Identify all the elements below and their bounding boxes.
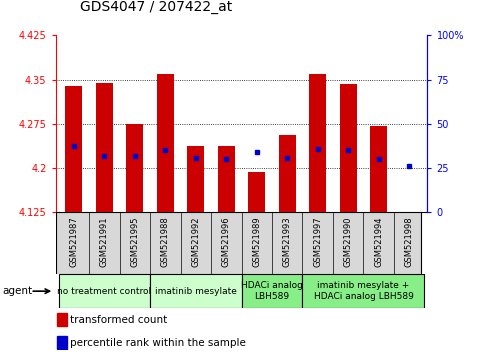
- Text: GSM521988: GSM521988: [161, 217, 170, 268]
- Text: agent: agent: [2, 286, 32, 296]
- Text: GSM521996: GSM521996: [222, 217, 231, 267]
- Text: GSM521992: GSM521992: [191, 217, 200, 267]
- Bar: [157, 74, 174, 212]
- Text: GSM521989: GSM521989: [252, 217, 261, 267]
- Text: GSM521995: GSM521995: [130, 217, 139, 267]
- Bar: [187, 146, 204, 212]
- Bar: [96, 82, 113, 212]
- Text: GSM521997: GSM521997: [313, 217, 322, 267]
- Text: GDS4047 / 207422_at: GDS4047 / 207422_at: [80, 0, 232, 14]
- Text: GSM521990: GSM521990: [344, 217, 353, 267]
- Text: imatinib mesylate +
HDACi analog LBH589: imatinib mesylate + HDACi analog LBH589: [313, 281, 413, 301]
- Bar: [279, 135, 296, 212]
- Bar: [302, 274, 425, 308]
- Text: GSM521994: GSM521994: [374, 217, 383, 267]
- Bar: [57, 313, 67, 326]
- Bar: [57, 336, 67, 349]
- Bar: [370, 126, 387, 212]
- Bar: [309, 74, 326, 212]
- Text: GSM521993: GSM521993: [283, 217, 292, 267]
- Text: HDACi analog
LBH589: HDACi analog LBH589: [241, 281, 303, 301]
- Text: percentile rank within the sample: percentile rank within the sample: [71, 338, 246, 348]
- Bar: [340, 84, 356, 212]
- Text: GSM521991: GSM521991: [100, 217, 109, 267]
- Text: transformed count: transformed count: [71, 315, 168, 325]
- Bar: [248, 172, 265, 212]
- Text: no treatment control: no treatment control: [57, 287, 151, 296]
- Bar: [150, 274, 242, 308]
- Text: GSM521998: GSM521998: [405, 217, 413, 267]
- Bar: [58, 274, 150, 308]
- Bar: [218, 146, 235, 212]
- Bar: [127, 124, 143, 212]
- Bar: [242, 274, 302, 308]
- Text: imatinib mesylate: imatinib mesylate: [155, 287, 237, 296]
- Bar: [66, 86, 82, 212]
- Text: GSM521987: GSM521987: [70, 217, 78, 268]
